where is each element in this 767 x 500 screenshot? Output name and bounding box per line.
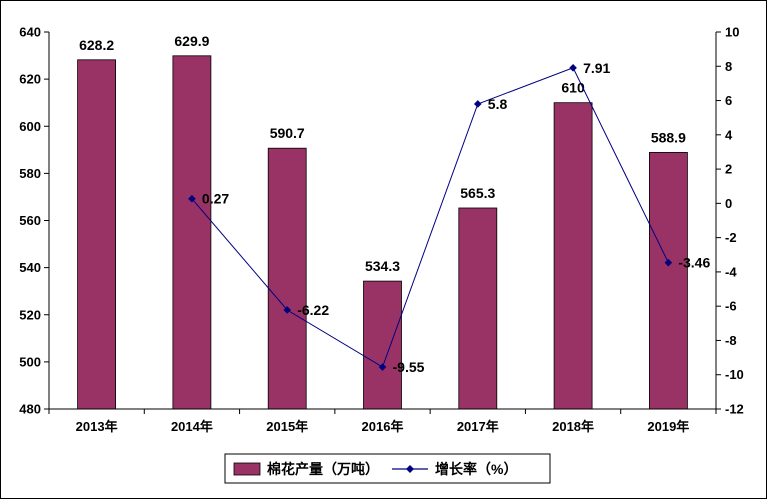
x-tick-label: 2014年 <box>171 419 213 434</box>
bar-label-2: 590.7 <box>270 125 305 141</box>
growth-point-4 <box>473 100 482 108</box>
x-tick-label: 2017年 <box>457 419 499 434</box>
growth-label-5: 7.91 <box>583 60 610 76</box>
y-right-tick-label: -2 <box>725 230 737 245</box>
legend: 棉花产量（万吨） 增长率（%） <box>224 453 551 484</box>
y-left-tick-label: 520 <box>19 307 41 322</box>
growth-label-3: -9.55 <box>393 359 425 375</box>
growth-point-2 <box>283 306 292 314</box>
bar-6 <box>649 151 688 410</box>
growth-line <box>191 67 669 368</box>
legend-box <box>224 453 551 484</box>
y-left-tick-label: 620 <box>19 72 41 87</box>
growth-point-3 <box>378 363 387 371</box>
bar-label-6: 588.9 <box>651 129 686 145</box>
x-tick-label: 2019年 <box>647 419 689 434</box>
growth-point-5 <box>569 64 577 72</box>
bar-4 <box>458 207 498 410</box>
y-right-tick-label: -6 <box>725 299 737 314</box>
bar-label-5: 610 <box>561 80 585 96</box>
legend-label-growth: 增长率（%） <box>435 461 517 477</box>
growth-label-4: 5.8 <box>488 96 508 112</box>
x-tick-label: 2015年 <box>266 419 308 434</box>
legend-label-production: 棉花产量（万吨） <box>267 461 379 477</box>
bar-label-0: 628.2 <box>79 37 114 53</box>
y-right-tick-label: 4 <box>725 127 733 142</box>
y-left-tick-label: 500 <box>19 354 41 369</box>
y-right-tick-label: 8 <box>725 59 732 74</box>
y-left-tick-label: 480 <box>19 402 41 417</box>
bar-1 <box>172 55 212 410</box>
plot-area: 480500520540560580600620640-12-10-8-6-4-… <box>19 25 744 435</box>
y-left-tick-label: 600 <box>19 119 41 134</box>
y-right-tick-label: 0 <box>725 196 732 211</box>
bar-label-3: 534.3 <box>365 258 400 274</box>
growth-point-6 <box>664 258 673 267</box>
growth-point-1 <box>188 194 196 203</box>
growth-label-1: 0.27 <box>202 191 229 207</box>
y-right-tick-label: -8 <box>725 333 737 348</box>
y-right-tick-label: 10 <box>725 25 739 40</box>
y-left-tick-label: 540 <box>19 260 41 275</box>
bar-5 <box>553 102 593 410</box>
growth-label-6: -3.46 <box>678 255 710 271</box>
growth-label-2: -6.22 <box>297 302 329 318</box>
y-right-tick-label: 6 <box>725 93 732 108</box>
legend-marker <box>406 465 414 473</box>
legend-swatch-bar <box>233 462 261 476</box>
bar-3 <box>363 280 402 410</box>
y-right-tick-label: -4 <box>725 264 737 279</box>
y-left-tick-label: 640 <box>19 25 41 40</box>
bar-label-1: 629.9 <box>174 33 209 49</box>
y-right-tick-label: -10 <box>725 367 744 382</box>
y-right-tick-label: 2 <box>725 162 732 177</box>
x-tick-label: 2013年 <box>76 419 118 434</box>
bar-label-4: 565.3 <box>460 185 495 201</box>
x-tick-label: 2018年 <box>552 419 594 434</box>
bar-0 <box>77 59 116 410</box>
bar-2 <box>267 147 307 410</box>
x-tick-label: 2016年 <box>362 419 404 434</box>
y-left-tick-label: 560 <box>19 213 41 228</box>
y-right-tick-label: -12 <box>725 402 744 417</box>
y-left-tick-label: 580 <box>19 166 41 181</box>
